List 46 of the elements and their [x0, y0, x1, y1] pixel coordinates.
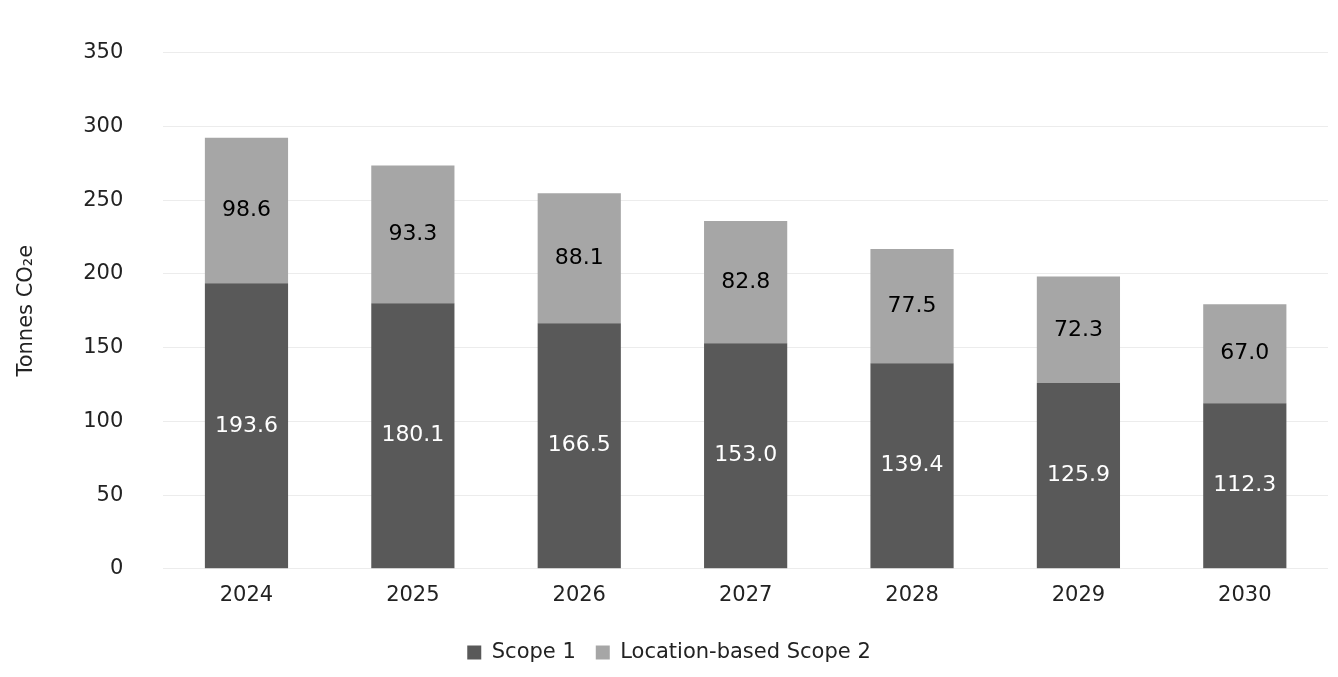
y-tick-label: 250: [83, 186, 124, 211]
data-label: 180.1: [381, 421, 445, 447]
bar: [204, 283, 289, 569]
y-tick-label: 50: [96, 481, 124, 506]
data-label: 82.8: [721, 267, 771, 293]
bar: [537, 323, 621, 569]
bar: [870, 363, 954, 569]
data-label: 193.6: [214, 411, 278, 437]
x-tick-label: 2028: [885, 581, 939, 606]
bar: [870, 248, 954, 364]
bar: [1036, 383, 1121, 569]
x-tick-label: 2025: [386, 581, 440, 606]
bar: [537, 193, 621, 324]
bar: [204, 137, 289, 284]
data-label: 67.0: [1220, 339, 1270, 365]
x-tick-label: 2029: [1051, 581, 1106, 606]
legend-label: Location-based Scope 2: [620, 638, 871, 663]
y-axis-title: Tonnes CO₂e: [13, 244, 38, 378]
y-tick-label: 350: [83, 39, 124, 64]
bar: [371, 303, 455, 569]
data-label: 112.3: [1213, 471, 1277, 497]
y-tick-label: 100: [83, 407, 124, 432]
x-tick-label: 2027: [718, 581, 773, 606]
data-label: 166.5: [547, 431, 611, 457]
bar: [371, 165, 455, 304]
legend-label: Scope 1: [491, 638, 576, 663]
bar: [1203, 304, 1287, 404]
y-tick-label: 150: [83, 334, 124, 359]
bar: [1036, 276, 1121, 384]
y-tick-label: 200: [83, 260, 124, 285]
data-label: 93.3: [388, 220, 438, 246]
data-label: 88.1: [554, 243, 604, 269]
y-tick-label: 0: [109, 555, 124, 580]
y-tick-label: 300: [83, 112, 124, 137]
bar: [704, 343, 788, 569]
x-tick-label: 2024: [219, 581, 274, 606]
x-tick-label: 2030: [1218, 581, 1272, 606]
x-tick-label: 2026: [552, 581, 606, 606]
bar: [1203, 403, 1287, 569]
bar: [704, 221, 788, 344]
data-label: 153.0: [714, 441, 778, 467]
data-label: 139.4: [880, 451, 944, 477]
data-label: 125.9: [1046, 461, 1110, 487]
data-label: 77.5: [887, 291, 937, 317]
data-label: 98.6: [221, 196, 271, 222]
data-label: 72.3: [1053, 315, 1103, 341]
